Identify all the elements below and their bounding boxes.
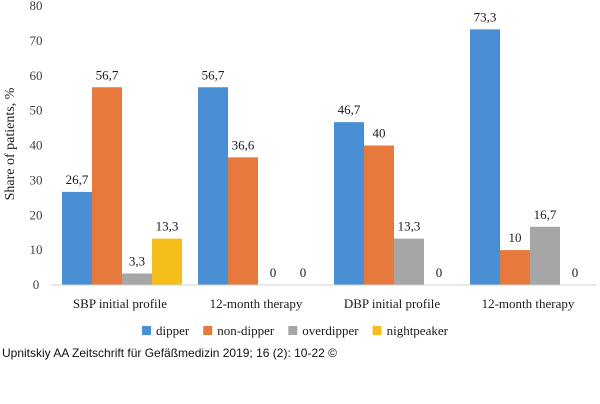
bar-dipper bbox=[62, 191, 92, 285]
data-label-dipper: 56,7 bbox=[202, 67, 225, 82]
source-credit: Upnitskiy AA Zeitschrift für Gefäßmedizi… bbox=[2, 346, 337, 360]
legend-label-overdipper: overdipper bbox=[302, 323, 359, 338]
data-label-dipper: 46,7 bbox=[338, 102, 361, 117]
data-label-non-dipper: 40 bbox=[373, 126, 386, 141]
legend-swatch-non-dipper bbox=[203, 326, 213, 335]
legend-label-non-dipper: non-dipper bbox=[217, 323, 275, 338]
legend: dipper non-dipper overdipper nightpeaker bbox=[142, 323, 449, 338]
y-tick-label: 50 bbox=[30, 103, 43, 118]
data-label-non-dipper: 56,7 bbox=[96, 67, 119, 82]
bars bbox=[62, 29, 560, 286]
bar-non-dipper bbox=[228, 157, 258, 285]
data-label-nightpeaker: 0 bbox=[300, 265, 307, 280]
data-label-nightpeaker: 0 bbox=[572, 265, 579, 280]
data-label-overdipper: 13,3 bbox=[398, 219, 421, 234]
y-tick-label: 70 bbox=[30, 33, 43, 48]
category-label: SBP initial profile bbox=[73, 296, 167, 311]
bar-dipper bbox=[198, 87, 228, 285]
category-label: 12-month therapy bbox=[210, 296, 303, 311]
data-label-nightpeaker: 0 bbox=[436, 265, 443, 280]
legend-swatch-nightpeaker bbox=[372, 326, 382, 335]
legend-label-nightpeaker: nightpeaker bbox=[387, 323, 449, 338]
category-labels: SBP initial profile 12-month therapy DBP i… bbox=[73, 296, 575, 311]
bar-dipper bbox=[334, 122, 364, 285]
bar-non-dipper bbox=[500, 250, 530, 285]
bar-nightpeaker bbox=[152, 238, 182, 285]
bar-overdipper bbox=[394, 238, 424, 285]
data-label-non-dipper: 36,6 bbox=[232, 137, 255, 152]
y-axis-label: Share of patients, % bbox=[3, 87, 18, 200]
y-tick-label: 60 bbox=[30, 68, 43, 83]
y-axis-ticks: 0 10 20 30 40 50 60 70 80 bbox=[30, 0, 43, 292]
legend-swatch-dipper bbox=[142, 326, 151, 335]
bar-overdipper bbox=[530, 226, 560, 285]
y-tick-label: 30 bbox=[30, 172, 43, 187]
category-label: 12-month therapy bbox=[482, 296, 575, 311]
legend-swatch-overdipper bbox=[288, 326, 298, 335]
bar-dipper bbox=[470, 29, 500, 286]
data-label-non-dipper: 10 bbox=[509, 230, 522, 245]
legend-label-dipper: dipper bbox=[156, 323, 190, 338]
bar-overdipper bbox=[122, 273, 152, 285]
data-labels: 26,7 56,7 3,3 13,3 56,7 36,6 0 0 46,7 40 13,3 0 73,3… bbox=[66, 9, 579, 280]
bar-non-dipper bbox=[92, 87, 122, 285]
data-label-dipper: 26,7 bbox=[66, 172, 89, 187]
y-tick-label: 20 bbox=[30, 207, 43, 222]
data-label-overdipper: 0 bbox=[270, 265, 277, 280]
data-label-nightpeaker: 13,3 bbox=[156, 219, 179, 234]
category-label: DBP initial profile bbox=[344, 296, 441, 311]
y-tick-label: 40 bbox=[30, 138, 43, 153]
data-label-dipper: 73,3 bbox=[474, 9, 497, 24]
data-label-overdipper: 16,7 bbox=[534, 207, 557, 222]
bar-non-dipper bbox=[364, 145, 394, 285]
data-label-overdipper: 3,3 bbox=[129, 253, 145, 268]
y-tick-label: 0 bbox=[33, 277, 40, 292]
y-tick-label: 10 bbox=[30, 242, 43, 257]
y-tick-label: 80 bbox=[30, 0, 43, 13]
